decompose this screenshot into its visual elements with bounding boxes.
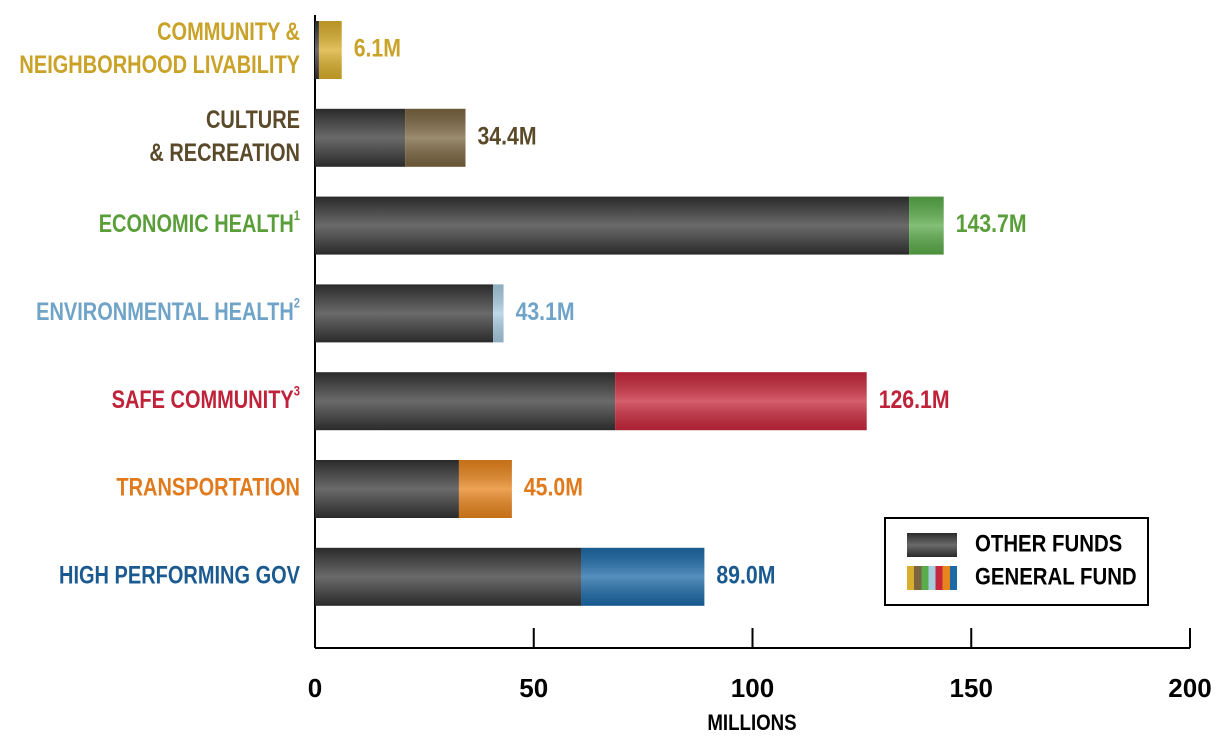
category-note: 2 [294, 296, 300, 311]
total-label-group: 45.0M [524, 473, 583, 501]
category-text: & RECREATION [149, 139, 300, 167]
category-text: COMMUNITY & [157, 18, 300, 46]
legend-label-group: OTHER FUNDS [975, 530, 1122, 557]
category-text: ENVIRONMENTAL HEALTH [36, 298, 294, 326]
bar-shine [458, 460, 512, 518]
total-label-group: 6.1M [354, 34, 401, 62]
category-label-group: COMMUNITY & NEIGHBORHOOD LIVABILITY [19, 18, 300, 79]
total-label: 43.1M [516, 297, 575, 325]
category-label-group: HIGH PERFORMING GOV [59, 561, 300, 589]
category-text: ECONOMIC HEALTH [99, 210, 294, 238]
bar-shine [493, 284, 504, 343]
category-label: HIGH PERFORMING GOV [59, 561, 300, 589]
category-text: CULTURE [206, 106, 300, 134]
bar-segment [315, 372, 616, 431]
total-label: 89.0M [716, 561, 775, 589]
total-label: 45.0M [524, 473, 583, 501]
legend-label-group: GENERAL FUND [975, 563, 1137, 590]
bar-segment [315, 460, 459, 518]
category-label-group: SAFE COMMUNITY3 [112, 384, 300, 414]
bar-shine [318, 21, 342, 79]
category-text: SAFE COMMUNITY [112, 386, 294, 414]
legend-swatch [907, 533, 957, 557]
legend-swatch [907, 566, 957, 590]
category-label: NEIGHBORHOOD LIVABILITY [19, 51, 300, 79]
bar-segment [315, 108, 406, 167]
total-label: 6.1M [354, 34, 401, 62]
category-text: NEIGHBORHOOD LIVABILITY [19, 51, 300, 79]
category-label-group: ECONOMIC HEALTH1 [99, 208, 300, 238]
bar-segment [315, 196, 910, 255]
x-axis-label-group: MILLIONS [707, 711, 796, 735]
total-label-group: 89.0M [716, 561, 775, 589]
total-label: 143.7M [956, 210, 1027, 238]
bar-segment [315, 547, 581, 606]
category-label: CULTURE [206, 106, 300, 134]
legend-label: OTHER FUNDS [975, 530, 1122, 557]
bar-shine [909, 196, 944, 255]
total-label-group: 143.7M [956, 210, 1027, 238]
category-label: ECONOMIC HEALTH1 [99, 208, 300, 238]
x-tick-label: 200 [1168, 673, 1211, 703]
bar-shine [581, 547, 705, 606]
x-tick-label: 0 [308, 673, 322, 703]
category-text: TRANSPORTATION [116, 474, 300, 502]
category-text: HIGH PERFORMING GOV [59, 561, 300, 589]
category-label-group: TRANSPORTATION [116, 474, 300, 502]
x-axis-label: MILLIONS [707, 711, 796, 735]
category-label: TRANSPORTATION [116, 474, 300, 502]
total-label-group: 43.1M [516, 297, 575, 325]
total-label: 126.1M [879, 385, 950, 413]
bar-segment [315, 284, 494, 343]
category-note: 1 [294, 208, 300, 223]
category-label: COMMUNITY & [157, 18, 300, 46]
category-label-group: CULTURE & RECREATION [149, 106, 300, 167]
legend-label: GENERAL FUND [975, 563, 1137, 590]
x-tick-label: 150 [950, 673, 993, 703]
category-label: ENVIRONMENTAL HEALTH2 [36, 296, 300, 326]
category-label: & RECREATION [149, 139, 300, 167]
x-tick-label: 100 [731, 673, 774, 703]
category-label: SAFE COMMUNITY3 [112, 384, 300, 414]
category-note: 3 [294, 384, 300, 399]
category-label-group: ENVIRONMENTAL HEALTH2 [36, 296, 300, 326]
total-label-group: 34.4M [478, 122, 537, 150]
total-label: 34.4M [478, 122, 537, 150]
total-label-group: 126.1M [879, 385, 950, 413]
bar-shine [615, 372, 867, 431]
legend-box [884, 517, 1149, 606]
bar-shine [405, 108, 466, 167]
x-tick-label: 50 [519, 673, 548, 703]
bar-segment [315, 21, 319, 79]
